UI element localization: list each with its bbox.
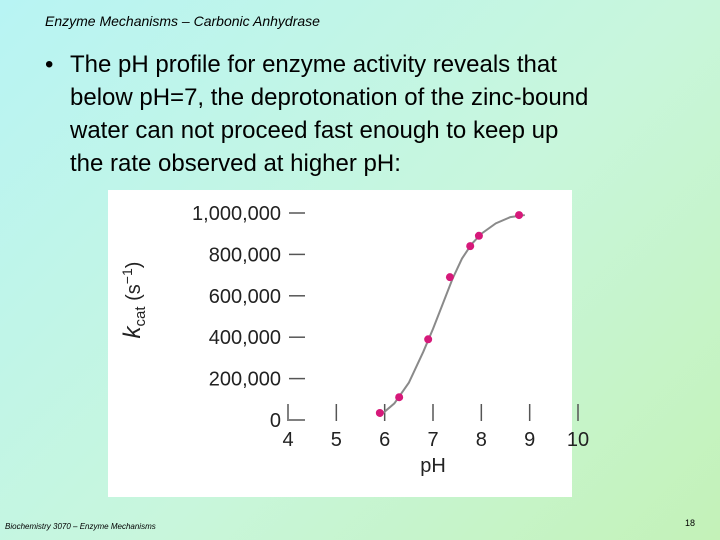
x-tick-label: 10: [567, 429, 589, 451]
slide-header: Enzyme Mechanisms – Carbonic Anhydrase: [45, 13, 320, 29]
data-point: [515, 211, 524, 220]
y-tick-label: 600,000: [209, 286, 281, 308]
y-tick-label: 200,000: [209, 369, 281, 391]
x-tick-label: 9: [524, 429, 535, 451]
x-tick-label: 4: [282, 429, 293, 451]
bullet-line: below pH=7, the deprotonation of the zin…: [70, 84, 589, 111]
data-point: [424, 335, 433, 344]
y-tick-label: 0: [270, 410, 281, 432]
bullet-line: The pH profile for enzyme activity revea…: [70, 51, 557, 78]
data-point: [466, 242, 475, 251]
x-tick-label: 7: [427, 429, 438, 451]
chart-background: [108, 190, 572, 497]
data-point: [375, 408, 384, 417]
x-tick-label: 8: [476, 429, 487, 451]
x-axis-label: pH: [420, 455, 446, 477]
y-tick-label: 800,000: [209, 244, 281, 266]
y-tick-label: 1,000,000: [192, 203, 281, 225]
bullet-line: the rate observed at higher pH:: [70, 150, 401, 177]
data-point: [474, 231, 483, 240]
y-axis-label: kcat (s−1): [119, 262, 149, 339]
x-tick-label: 6: [379, 429, 390, 451]
bullet: • The pH profile for enzyme activity rev…: [45, 48, 588, 180]
data-point: [445, 273, 454, 282]
data-point: [395, 393, 404, 402]
y-tick-label: 400,000: [209, 327, 281, 349]
x-tick-label: 5: [331, 429, 342, 451]
bullet-line: water can not proceed fast enough to kee…: [70, 117, 559, 144]
page-number: 18: [685, 518, 696, 528]
footer: Biochemistry 3070 – Enzyme Mechanisms: [5, 522, 156, 531]
